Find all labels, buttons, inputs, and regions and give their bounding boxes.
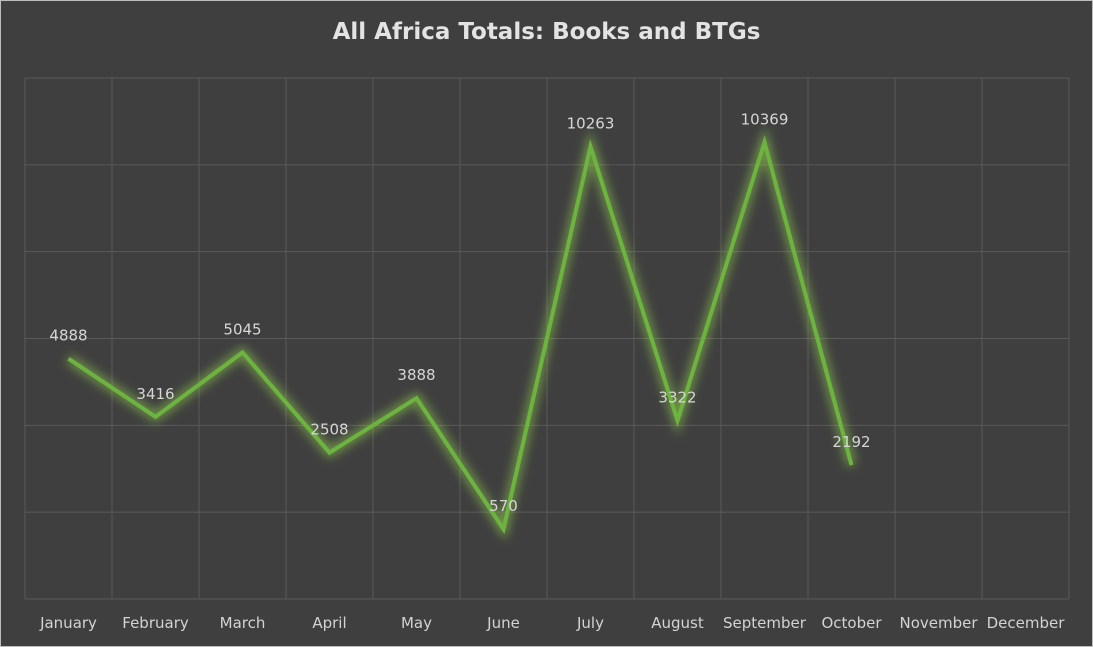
x-tick-label: April [312, 614, 346, 632]
data-label: 2508 [310, 421, 348, 439]
x-tick-label: May [401, 614, 432, 632]
data-label: 3888 [397, 366, 435, 384]
series-line-group [66, 126, 856, 541]
x-tick-label: July [576, 614, 604, 632]
x-tick-label: October [821, 614, 882, 632]
x-tick-label: December [987, 614, 1066, 632]
series-line [67, 135, 854, 535]
data-label: 3416 [136, 385, 174, 403]
data-labels: 4888 3416 5045 2508 3888 570 10263 3322 10369 219… [49, 110, 870, 515]
data-label: 4888 [49, 327, 87, 345]
chart-title: All Africa Totals: Books and BTGs [332, 19, 761, 45]
x-tick-label: August [651, 614, 704, 632]
data-label: 570 [489, 497, 518, 515]
data-label: 3322 [658, 389, 696, 407]
x-tick-label: January [39, 614, 97, 632]
data-label: 10263 [567, 115, 615, 133]
x-tick-label: February [122, 614, 189, 632]
x-tick-label: June [486, 614, 520, 632]
x-tick-label: November [899, 614, 978, 632]
data-label: 2192 [832, 433, 870, 451]
x-tick-label: March [220, 614, 266, 632]
x-axis-tick-labels: January February March April May June July Augu… [39, 614, 1065, 632]
gridlines [24, 77, 1070, 600]
data-label: 10369 [741, 110, 789, 128]
data-label: 5045 [223, 321, 261, 339]
x-tick-label: September [723, 614, 807, 632]
